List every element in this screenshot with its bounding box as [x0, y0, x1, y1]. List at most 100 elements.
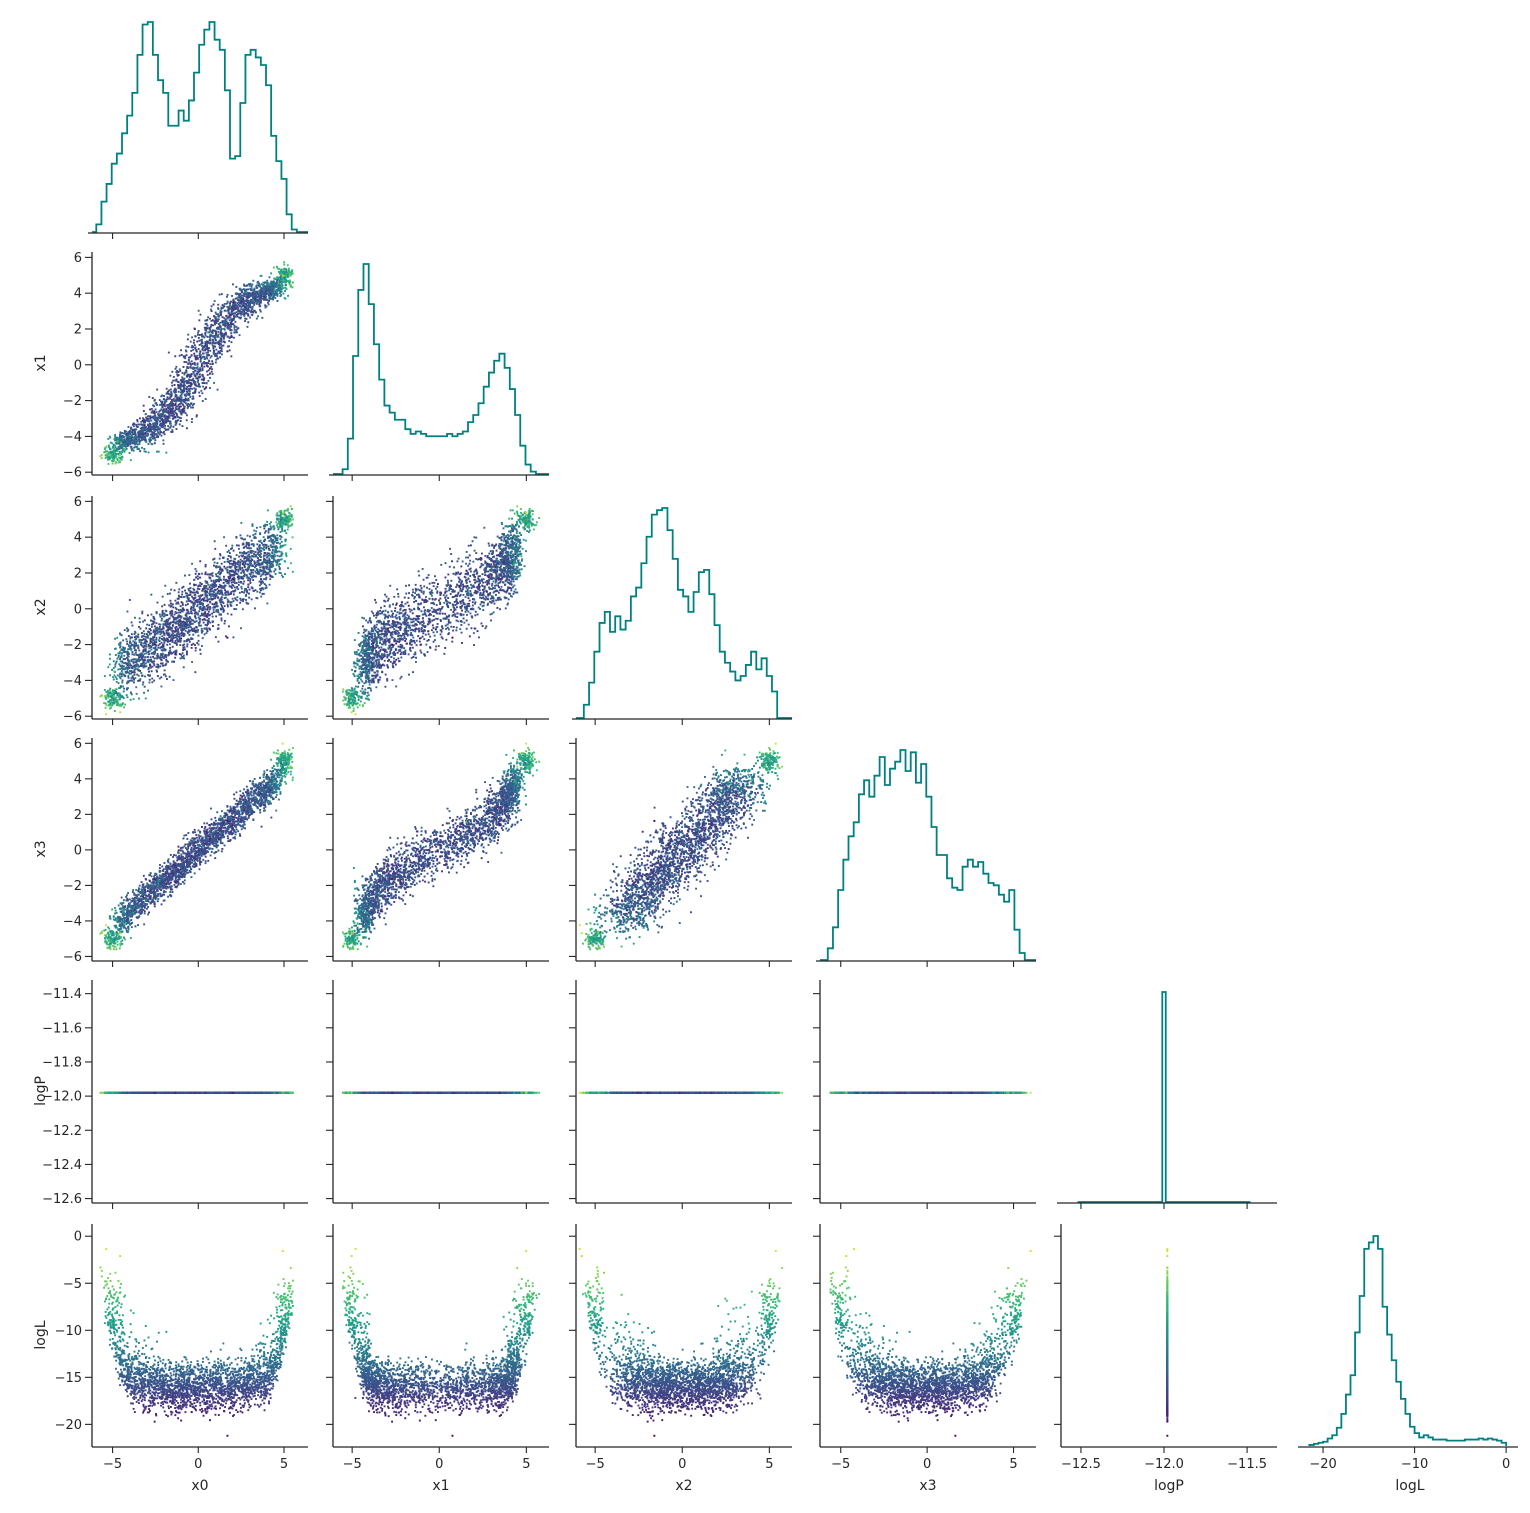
- scatter-point: [128, 648, 131, 650]
- scatter-point: [200, 389, 203, 392]
- scatter-point: [142, 434, 145, 437]
- scatter-point: [238, 301, 240, 304]
- scatter-point: [250, 313, 253, 316]
- scatter-point: [180, 413, 183, 416]
- scatter-point: [283, 274, 286, 277]
- scatter-point: [180, 616, 182, 619]
- scatter-point: [120, 447, 123, 450]
- scatter-point: [237, 299, 240, 302]
- scatter-point: [139, 435, 141, 438]
- scatter-point: [153, 660, 156, 663]
- scatter-point: [210, 370, 213, 373]
- scatter-point: [206, 327, 209, 330]
- scatter-point: [137, 434, 140, 437]
- scatter-point: [190, 406, 193, 409]
- scatter-point: [166, 678, 168, 680]
- scatter-point: [173, 589, 176, 592]
- scatter-point: [240, 301, 242, 303]
- scatter-point: [179, 618, 181, 621]
- scatter-point: [229, 316, 232, 319]
- scatter-point: [284, 543, 287, 546]
- scatter-point: [223, 609, 225, 612]
- scatter-point: [285, 553, 287, 556]
- scatter-point: [156, 663, 159, 666]
- scatter-point: [232, 581, 235, 583]
- scatter-point: [192, 341, 195, 344]
- scatter-point: [270, 288, 273, 291]
- scatter-point: [180, 409, 183, 411]
- scatter-point: [161, 664, 164, 667]
- scatter-point: [139, 450, 142, 453]
- scatter-point: [251, 525, 254, 527]
- scatter-point: [220, 339, 223, 341]
- scatter-point: [206, 630, 209, 633]
- scatter-point: [147, 656, 149, 658]
- scatter-point: [248, 588, 251, 591]
- scatter-point: [171, 429, 174, 432]
- scatter-point: [207, 379, 210, 382]
- scatter-point: [261, 292, 263, 295]
- scatter-point: [168, 414, 170, 417]
- scatter-point: [272, 288, 275, 290]
- scatter-point: [121, 666, 124, 668]
- scatter-point: [190, 646, 193, 649]
- scatter-point: [122, 441, 125, 444]
- scatter-point: [123, 687, 125, 690]
- scatter-point: [112, 667, 115, 669]
- scatter-point: [122, 690, 125, 693]
- scatter-point: [129, 637, 132, 640]
- scatter-point: [132, 441, 135, 444]
- scatter-point: [175, 581, 178, 584]
- scatter-point: [260, 287, 262, 289]
- scatter-point: [211, 360, 214, 363]
- scatter-point: [250, 598, 253, 601]
- scatter-point: [232, 304, 234, 306]
- scatter-point: [190, 360, 193, 363]
- scatter-point: [227, 308, 230, 311]
- scatter-point: [267, 288, 270, 290]
- scatter-point: [143, 685, 146, 688]
- scatter-point: [172, 621, 174, 624]
- scatter-point: [200, 627, 203, 630]
- scatter-point: [155, 420, 158, 423]
- scatter-point: [160, 408, 163, 411]
- scatter-point: [280, 540, 283, 543]
- scatter-point: [239, 288, 242, 291]
- scatter-point: [202, 355, 204, 358]
- scatter-point: [142, 681, 145, 684]
- scatter-point: [133, 428, 136, 431]
- scatter-point: [119, 440, 122, 443]
- scatter-point: [217, 326, 219, 329]
- scatter-point: [230, 548, 232, 550]
- scatter-point: [148, 678, 151, 681]
- scatter-point: [165, 419, 168, 422]
- scatter-point: [120, 442, 122, 445]
- scatter-point: [207, 365, 209, 368]
- scatter-point: [181, 389, 184, 392]
- scatter-point: [178, 423, 181, 426]
- scatter-point: [264, 285, 267, 288]
- scatter-point: [267, 529, 270, 532]
- scatter-point: [154, 646, 157, 649]
- scatter-point: [126, 433, 128, 436]
- scatter-point: [134, 438, 137, 441]
- scatter-point: [158, 428, 161, 431]
- scatter-point: [226, 335, 229, 338]
- scatter-point: [259, 285, 261, 288]
- scatter-point: [203, 362, 206, 365]
- scatter-point: [125, 440, 128, 442]
- scatter-point: [240, 585, 243, 588]
- scatter-point: [154, 408, 157, 411]
- scatter-point: [276, 554, 279, 557]
- scatter-point: [116, 450, 119, 453]
- scatter-point: [201, 374, 204, 377]
- scatter-point: [161, 402, 163, 405]
- scatter-point: [141, 683, 144, 686]
- scatter-point: [247, 302, 250, 305]
- scatter-point: [188, 388, 190, 390]
- scatter-point: [279, 285, 282, 288]
- scatter-point: [162, 625, 165, 628]
- scatter-point: [162, 442, 165, 445]
- scatter-point: [158, 403, 161, 406]
